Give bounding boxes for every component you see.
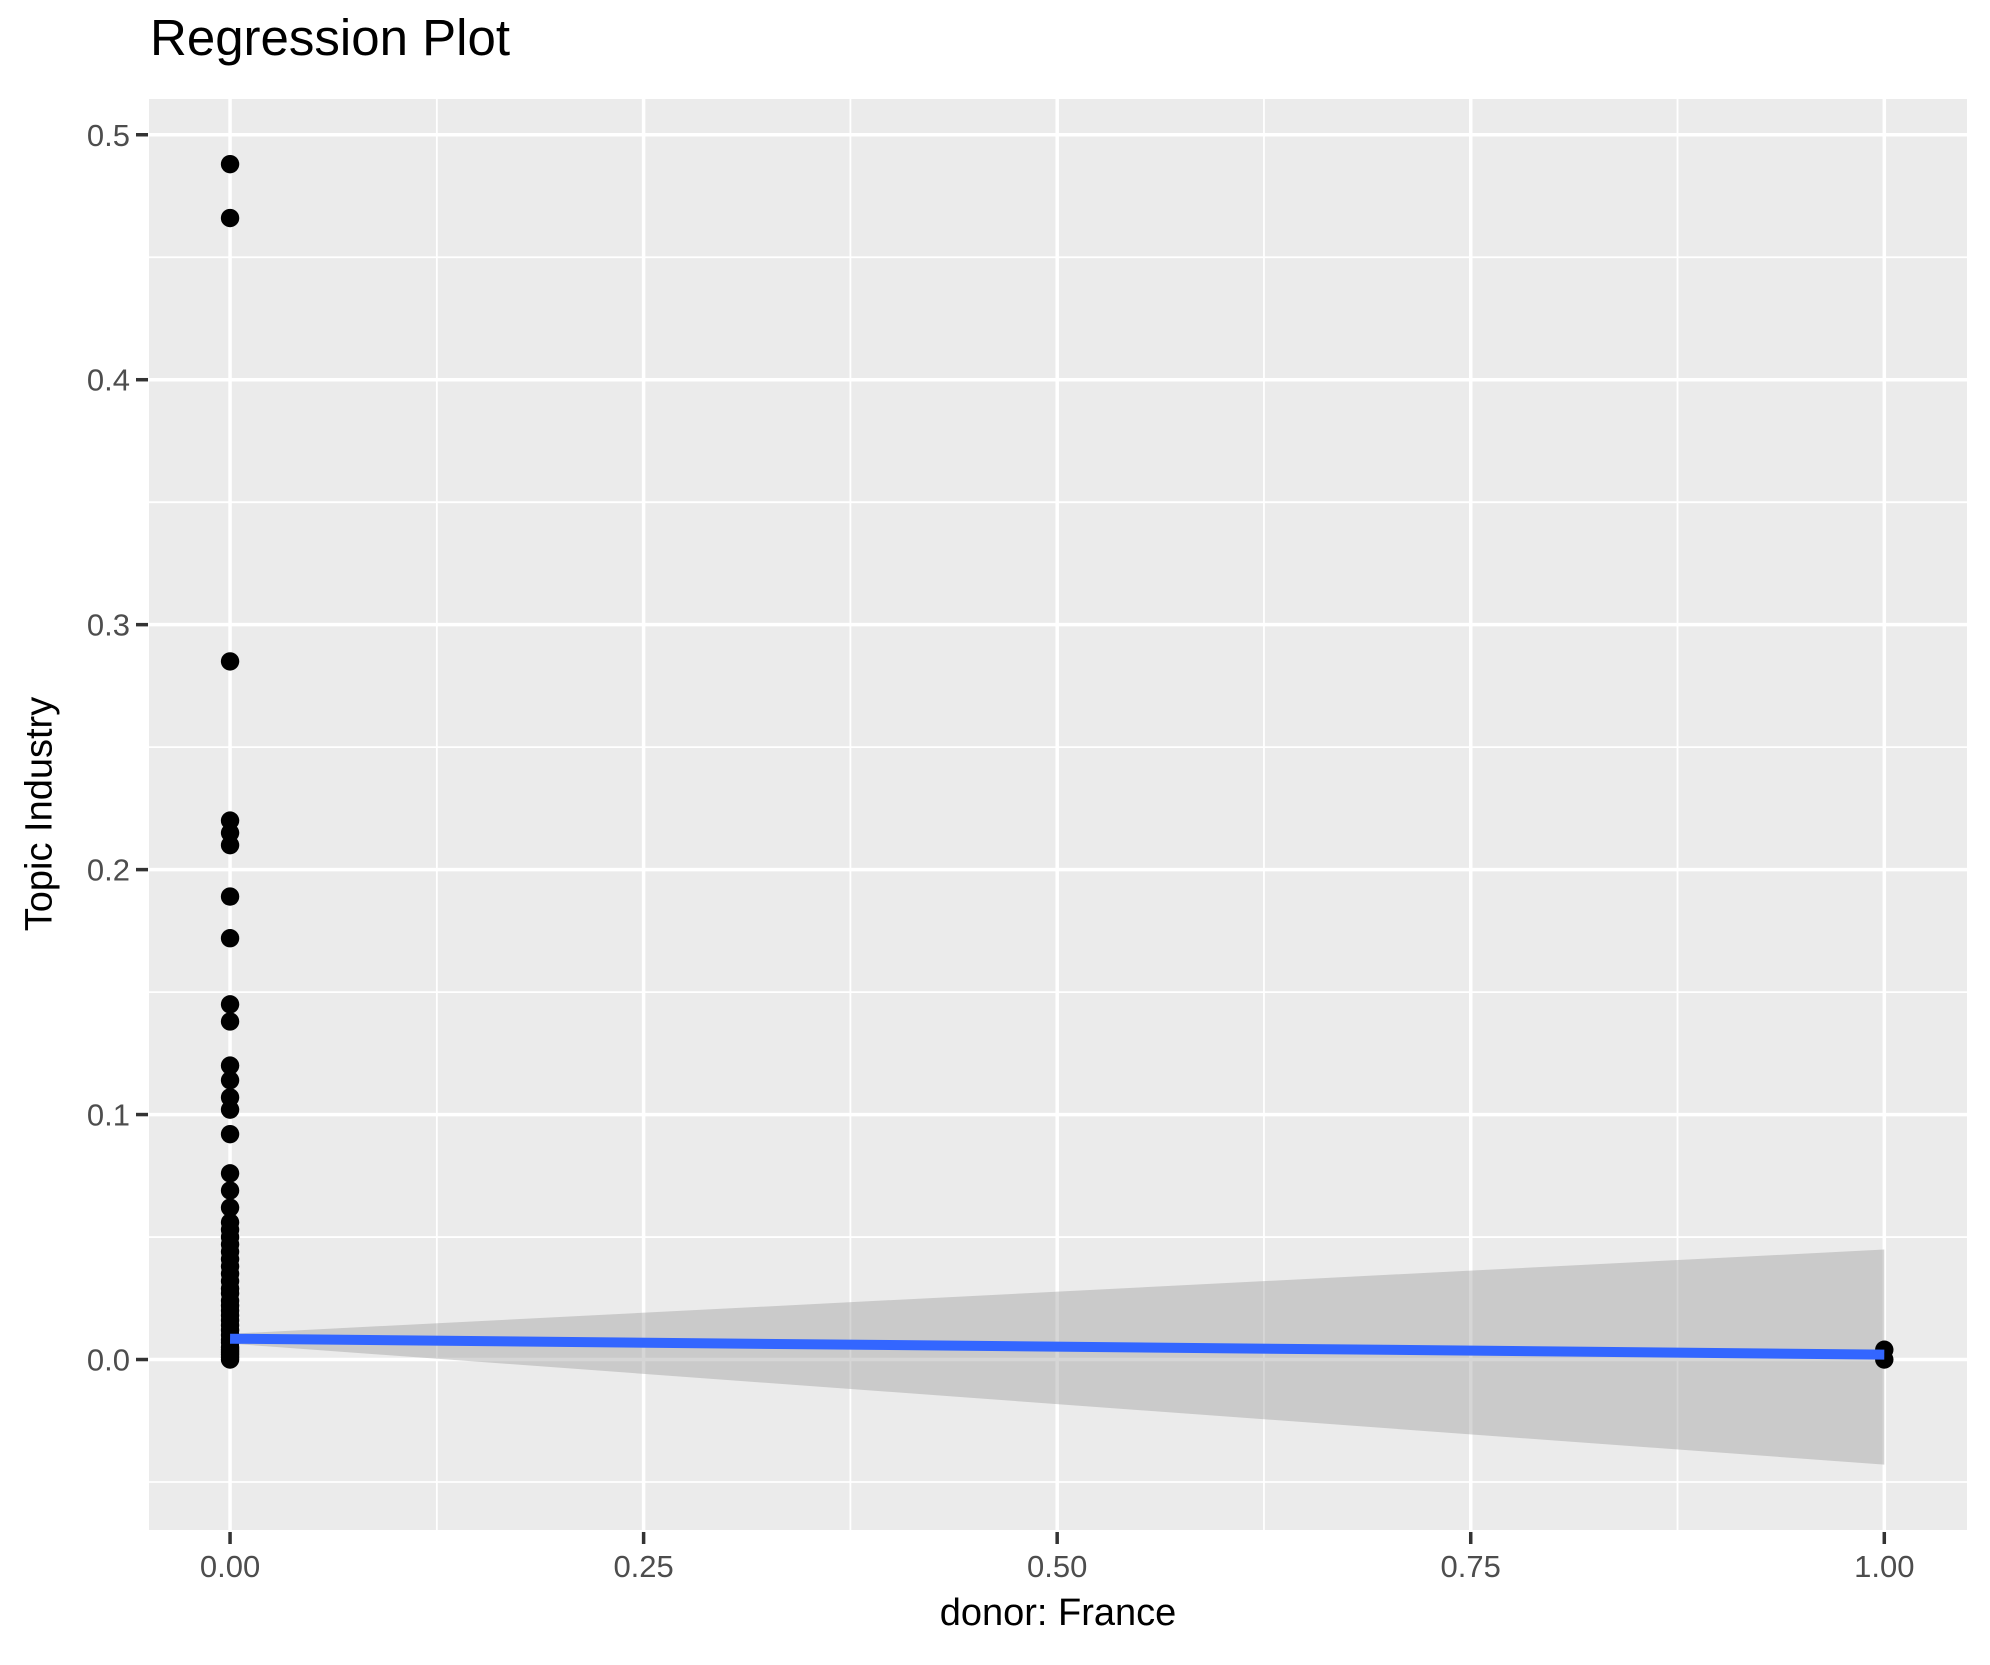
data-point xyxy=(220,208,240,228)
data-point xyxy=(220,1164,240,1183)
data-point xyxy=(220,1124,240,1144)
y-tick-label: 0.1 xyxy=(87,1098,130,1133)
chart-title: Regression Plot xyxy=(150,9,511,66)
data-point xyxy=(220,1181,240,1200)
regression-line xyxy=(230,1333,1885,1360)
data-point xyxy=(220,154,240,174)
data-point xyxy=(220,835,240,855)
data-point xyxy=(220,1100,240,1119)
x-tick-label: 0.25 xyxy=(613,1549,673,1584)
x-tick-label: 1.00 xyxy=(1854,1549,1914,1584)
data-point xyxy=(220,1198,240,1217)
data-point xyxy=(220,995,240,1014)
data-point xyxy=(220,1012,240,1031)
y-axis-title: Topic Industry xyxy=(18,696,61,932)
x-tick-label: 0.75 xyxy=(1441,1549,1501,1584)
data-point xyxy=(220,652,240,671)
y-tick-label: 0.5 xyxy=(87,118,130,153)
x-tick-label: 0.00 xyxy=(200,1549,260,1584)
y-tick-label: 0.4 xyxy=(87,363,130,398)
confidence-band xyxy=(230,1249,1885,1465)
data-point xyxy=(220,1056,240,1075)
x-axis-title: donor: France xyxy=(939,1592,1177,1634)
y-tick-label: 0.2 xyxy=(87,853,130,888)
data-point xyxy=(220,928,240,948)
data-point xyxy=(220,1350,240,1369)
data-point xyxy=(220,887,240,906)
data-point xyxy=(220,1071,240,1090)
x-tick-label: 0.50 xyxy=(1027,1549,1087,1584)
y-tick-label: 0.0 xyxy=(87,1343,130,1378)
y-tick-label: 0.3 xyxy=(87,608,130,643)
